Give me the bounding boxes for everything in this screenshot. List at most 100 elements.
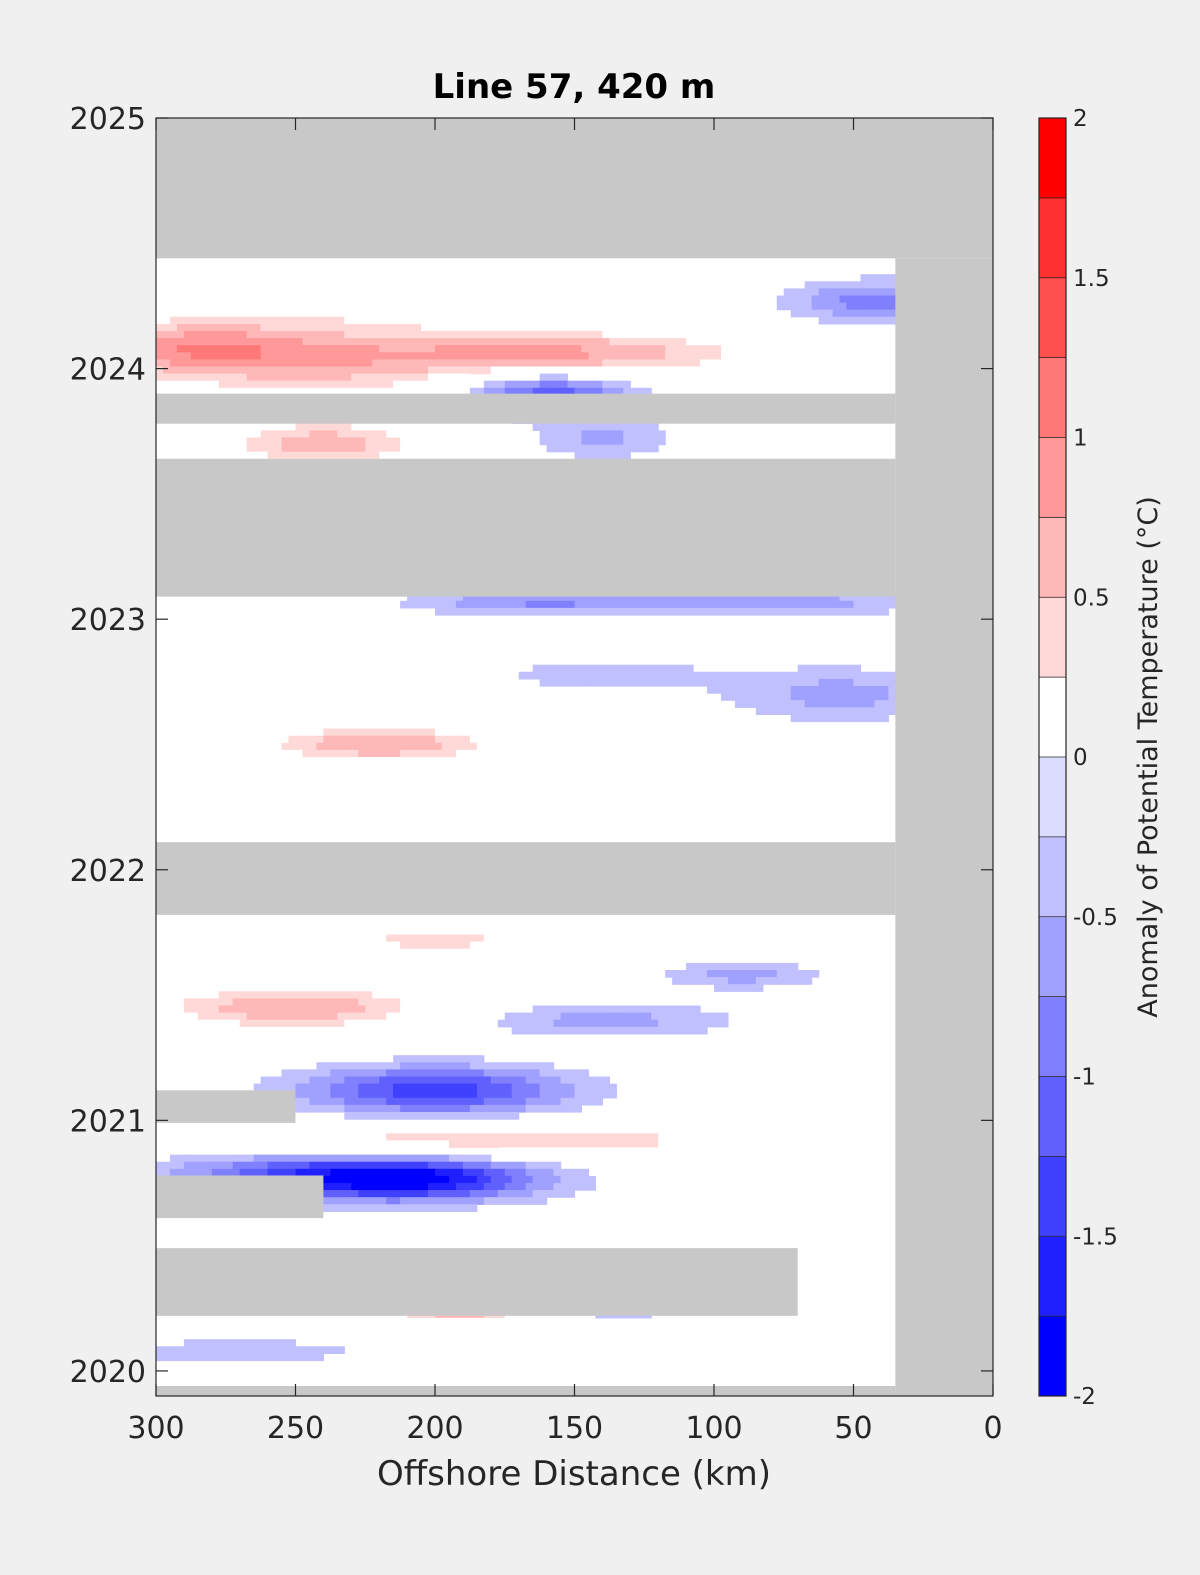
anomaly-cell: [197, 629, 206, 637]
anomaly-cell: [337, 934, 345, 943]
anomaly-cell: [846, 316, 855, 325]
anomaly-cell: [469, 1140, 478, 1149]
anomaly-cell: [225, 309, 234, 318]
anomaly-cell: [748, 1104, 757, 1113]
anomaly-cell: [741, 1097, 750, 1106]
anomaly-cell: [393, 352, 401, 360]
anomaly-cell: [218, 352, 227, 360]
anomaly-cell: [588, 352, 597, 360]
anomaly-cell: [176, 1154, 185, 1163]
anomaly-cell: [651, 607, 659, 616]
anomaly-cell: [435, 359, 443, 368]
anomaly-cell: [539, 373, 548, 382]
anomaly-cell: [176, 643, 185, 652]
anomaly-cell: [574, 323, 583, 332]
anomaly-cell: [818, 714, 827, 723]
anomaly-cell: [295, 323, 304, 332]
anomaly-cell: [239, 650, 248, 659]
anomaly-cell: [630, 352, 638, 360]
anomaly-cell: [295, 288, 304, 297]
anomaly-cell: [169, 1019, 178, 1028]
anomaly-cell: [281, 352, 290, 360]
anomaly-cell: [511, 742, 520, 751]
anomaly-cell: [588, 622, 597, 630]
anomaly-cell: [665, 352, 673, 360]
anomaly-cell: [344, 1005, 352, 1014]
colorbar-tick-label: 2: [1073, 106, 1088, 132]
anomaly-cell: [504, 1112, 513, 1120]
anomaly-cell: [881, 309, 889, 318]
anomaly-cell: [609, 1005, 617, 1014]
anomaly-cell: [386, 295, 394, 304]
anomaly-cell: [267, 1346, 276, 1354]
anomaly-cell: [162, 1012, 171, 1021]
anomaly-cell: [253, 423, 262, 431]
anomaly-cell: [253, 636, 262, 644]
anomaly-cell: [644, 1026, 652, 1035]
anomaly-cell: [832, 700, 841, 708]
anomaly-cell: [867, 707, 876, 715]
anomaly-cell: [428, 1112, 436, 1120]
anomaly-cell: [658, 1012, 666, 1021]
anomaly-cell: [344, 338, 352, 346]
anomaly-cell: [595, 607, 603, 616]
anomaly-cell: [239, 991, 248, 999]
anomaly-cell: [567, 1026, 576, 1035]
anomaly-cell: [874, 593, 882, 602]
anomaly-cell: [323, 998, 331, 1007]
anomaly-cell: [344, 1026, 352, 1035]
anomaly-cell: [588, 1147, 597, 1156]
anomaly-cell: [211, 352, 220, 360]
anomaly-cell: [609, 813, 617, 822]
anomaly-cell: [811, 671, 820, 680]
anomaly-cell: [295, 749, 304, 758]
anomaly-cell: [288, 444, 297, 453]
anomaly-cell: [435, 927, 443, 936]
anomaly-cell: [651, 806, 659, 815]
anomaly-cell: [665, 806, 673, 815]
anomaly-cell: [414, 338, 422, 346]
anomaly-cell: [539, 423, 548, 431]
anomaly-cell: [421, 430, 429, 439]
anomaly-cell: [351, 1133, 359, 1141]
anomaly-cell: [490, 316, 499, 325]
anomaly-cell: [623, 366, 631, 375]
anomaly-cell: [176, 650, 185, 659]
anomaly-cell: [239, 742, 248, 751]
anomaly-cell: [888, 671, 896, 680]
anomaly-cell: [469, 1133, 478, 1141]
anomaly-cell: [525, 1076, 534, 1085]
anomaly-cell: [867, 274, 876, 282]
anomaly-cell: [428, 359, 436, 368]
anomaly-cell: [546, 323, 555, 332]
anomaly-cell: [651, 437, 659, 446]
anomaly-cell: [288, 1076, 297, 1085]
anomaly-cell: [560, 366, 569, 375]
anomaly-cell: [720, 338, 729, 346]
anomaly-cell: [414, 1168, 422, 1177]
anomaly-cell: [441, 1197, 450, 1205]
anomaly-cell: [602, 1005, 610, 1014]
anomaly-cell: [316, 735, 324, 744]
anomaly-cell: [762, 359, 771, 368]
anomaly-cell: [281, 331, 290, 339]
anomaly-cell: [602, 1090, 610, 1099]
anomaly-cell: [274, 387, 283, 396]
anomaly-cell: [686, 1140, 694, 1149]
anomaly-cell: [302, 749, 311, 758]
anomaly-cell: [323, 1126, 331, 1134]
anomaly-cell: [400, 1076, 408, 1085]
anomaly-cell: [274, 1126, 283, 1134]
anomaly-cell: [797, 593, 806, 602]
anomaly-cell: [288, 728, 297, 737]
anomaly-cell: [532, 338, 541, 346]
missing-data-band: [156, 1090, 296, 1123]
anomaly-cell: [302, 998, 311, 1007]
anomaly-cell: [693, 352, 701, 360]
anomaly-cell: [588, 1175, 597, 1184]
anomaly-cell: [574, 1076, 583, 1085]
anomaly-cell: [567, 1005, 576, 1014]
anomaly-cell: [637, 1026, 645, 1035]
anomaly-cell: [246, 735, 255, 744]
anomaly-cell: [330, 1204, 338, 1212]
